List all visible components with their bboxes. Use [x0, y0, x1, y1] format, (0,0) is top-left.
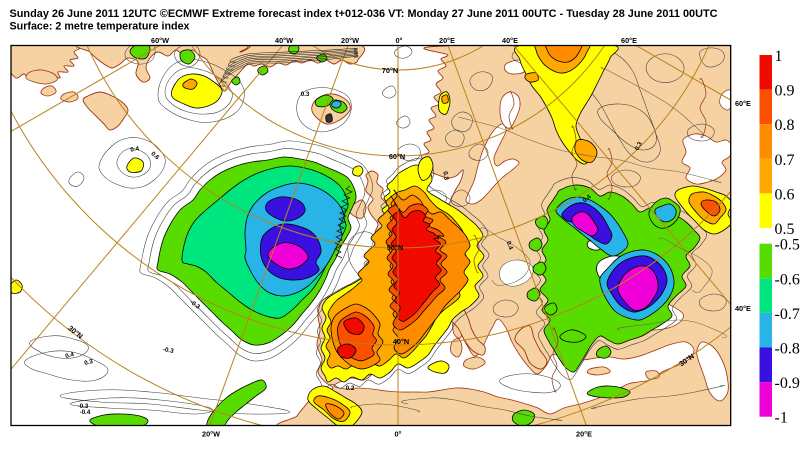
svg-text:20°W: 20°W [341, 36, 359, 45]
svg-text:Sunday 26 June 2011 12UTC ©ECM: Sunday 26 June 2011 12UTC ©ECMWF Extreme… [10, 8, 718, 20]
svg-text:0.4: 0.4 [65, 351, 76, 360]
svg-text:1: 1 [775, 48, 783, 65]
svg-text:60°E: 60°E [735, 99, 751, 108]
svg-text:-1: -1 [775, 410, 788, 427]
svg-text:60°N: 60°N [389, 152, 405, 161]
svg-text:-0.9: -0.9 [775, 375, 800, 392]
svg-text:0°: 0° [395, 430, 402, 439]
svg-text:0.8: 0.8 [775, 117, 795, 134]
svg-text:40°N: 40°N [393, 337, 409, 346]
svg-text:20°E: 20°E [439, 36, 455, 45]
svg-text:-0.7: -0.7 [775, 306, 800, 323]
svg-text:20°W: 20°W [202, 430, 220, 439]
svg-text:0°: 0° [396, 36, 403, 45]
svg-text:0.2: 0.2 [346, 385, 355, 392]
svg-text:0.4: 0.4 [130, 145, 140, 153]
svg-text:-0.6: -0.6 [775, 271, 800, 288]
svg-text:-0.3: -0.3 [78, 403, 89, 410]
svg-text:60°W: 60°W [151, 36, 169, 45]
svg-text:0.5: 0.5 [775, 221, 795, 238]
svg-text:0.3: 0.3 [634, 140, 645, 151]
svg-text:-0.5: -0.5 [775, 237, 800, 254]
svg-text:0.4: 0.4 [505, 240, 515, 251]
svg-text:0.7: 0.7 [775, 152, 795, 169]
svg-text:0.6: 0.6 [149, 150, 161, 161]
svg-text:0.3: 0.3 [84, 358, 95, 367]
svg-text:0.4: 0.4 [581, 193, 593, 204]
svg-text:0.3: 0.3 [441, 171, 449, 181]
svg-text:-0.8: -0.8 [775, 341, 800, 358]
svg-text:40°W: 40°W [275, 36, 293, 45]
svg-text:Surface: 2 metre temperature i: Surface: 2 metre temperature index [10, 21, 191, 33]
svg-text:50°N: 50°N [387, 243, 403, 252]
svg-text:0.9: 0.9 [775, 83, 795, 100]
svg-text:0.3: 0.3 [301, 91, 310, 98]
svg-text:70°N: 70°N [382, 66, 398, 75]
svg-text:20°E: 20°E [576, 430, 592, 439]
svg-text:60°E: 60°E [621, 36, 637, 45]
svg-text:-0.3: -0.3 [162, 346, 174, 355]
svg-text:0.6: 0.6 [775, 186, 795, 203]
svg-text:-0.4: -0.4 [80, 409, 91, 416]
svg-text:40°E: 40°E [502, 36, 518, 45]
svg-text:40°E: 40°E [735, 304, 751, 313]
